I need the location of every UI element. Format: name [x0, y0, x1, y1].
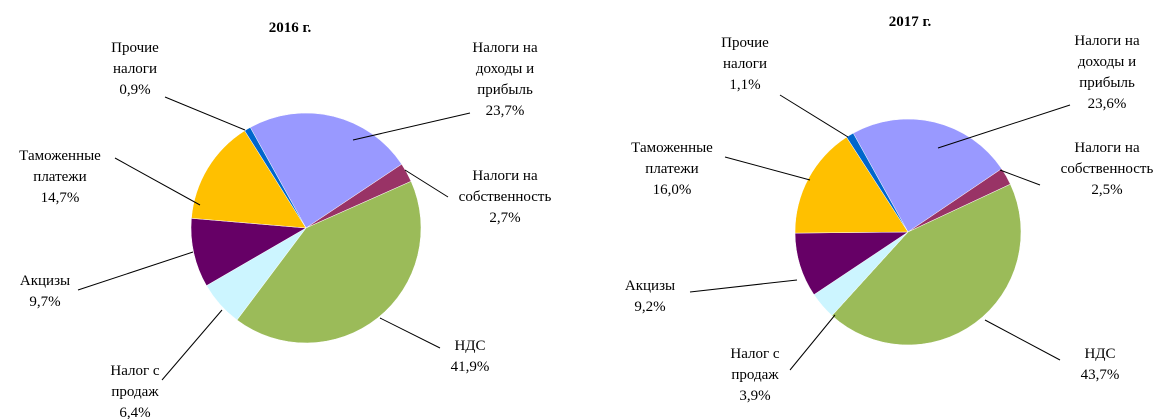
- label-line: собственность: [459, 189, 552, 205]
- leader-line: [404, 169, 449, 198]
- pie-slice: [236, 180, 422, 344]
- pie-slice: [794, 136, 909, 234]
- leader-line: [724, 156, 811, 181]
- slice-label: Таможенные платежи: [19, 148, 101, 185]
- slice-label: Прочие налоги: [111, 40, 159, 77]
- slice-value-label: 23,7%: [486, 103, 525, 119]
- slice-label: Акцизы: [625, 278, 675, 294]
- leader-line: [984, 319, 1061, 361]
- label-line: Налог с: [730, 346, 780, 362]
- label-line: продаж: [111, 384, 159, 400]
- slice-value-label: 16,0%: [653, 182, 692, 198]
- label-line: продаж: [731, 367, 779, 383]
- label-line: Таможенные: [19, 148, 101, 164]
- slice-label: Таможенные платежи: [631, 140, 713, 177]
- label-line: платежи: [33, 169, 86, 185]
- leader-line: [161, 309, 223, 381]
- slice-label: Налог с продаж: [730, 346, 780, 383]
- label-line: Налоги на: [1074, 33, 1140, 49]
- slice-value-label: 41,9%: [451, 359, 490, 375]
- slice-value-label: 0,9%: [119, 82, 150, 98]
- pie-slice: [846, 132, 909, 233]
- slice-value-label: 43,7%: [1081, 367, 1120, 383]
- slice-value-label: 2,5%: [1091, 182, 1122, 198]
- label-line: Налог с: [110, 363, 160, 379]
- slice-value-label: 2,7%: [489, 210, 520, 226]
- label-line: Налоги на: [1074, 140, 1140, 156]
- label-line: доходы и: [1078, 54, 1136, 70]
- leader-line: [779, 94, 849, 138]
- label-line: налоги: [113, 61, 157, 77]
- label-line: собственность: [1061, 161, 1154, 177]
- leader-line: [999, 169, 1041, 186]
- slice-value-label: 9,2%: [634, 299, 665, 315]
- slice-value-label: 9,7%: [29, 294, 60, 310]
- slice-label: Налоги на собственность: [1061, 140, 1154, 177]
- label-line: доходы и: [476, 61, 534, 77]
- label-line: Налоги на: [472, 40, 538, 56]
- slice-value-label: 6,4%: [119, 405, 150, 419]
- leader-line: [114, 157, 201, 206]
- label-line: налоги: [723, 56, 767, 72]
- slice-value-label: 23,6%: [1088, 96, 1127, 112]
- pie-slice: [244, 127, 307, 229]
- leader-line: [937, 104, 1071, 149]
- slice-label: Прочие налоги: [721, 35, 769, 72]
- pie-slice: [249, 112, 403, 229]
- pie-slice: [852, 118, 1002, 233]
- slice-label: НДС: [1084, 346, 1115, 362]
- label-line: Прочие: [721, 35, 769, 51]
- label-line: Акцизы: [20, 273, 70, 289]
- slice-label: Налоги на доходы и прибыль: [472, 40, 538, 98]
- slice-label: Налоги на доходы и прибыль: [1074, 33, 1140, 91]
- label-line: Прочие: [111, 40, 159, 56]
- chart-title: 2017 г.: [889, 14, 932, 30]
- label-line: Акцизы: [625, 278, 675, 294]
- leader-line: [689, 279, 798, 293]
- label-line: Налоги на: [472, 168, 538, 184]
- leader-line: [77, 251, 194, 291]
- pie-slice: [831, 183, 1022, 346]
- leader-line: [164, 96, 246, 131]
- label-line: НДС: [454, 338, 485, 354]
- label-line: платежи: [645, 161, 698, 177]
- slice-label: Акцизы: [20, 273, 70, 289]
- pie-slice: [191, 130, 307, 229]
- label-line: Таможенные: [631, 140, 713, 156]
- label-line: прибыль: [1079, 75, 1135, 91]
- slice-value-label: 3,9%: [739, 388, 770, 404]
- chart-title: 2016 г.: [269, 20, 312, 36]
- label-line: прибыль: [477, 82, 533, 98]
- leader-line: [379, 317, 441, 349]
- slice-label: НДС: [454, 338, 485, 354]
- leader-line: [789, 314, 836, 371]
- slice-value-label: 1,1%: [729, 77, 760, 93]
- slice-label: Налоги на собственность: [459, 168, 552, 205]
- slice-value-label: 14,7%: [41, 190, 80, 206]
- label-line: НДС: [1084, 346, 1115, 362]
- leader-line: [352, 112, 471, 141]
- slice-label: Налог с продаж: [110, 363, 160, 400]
